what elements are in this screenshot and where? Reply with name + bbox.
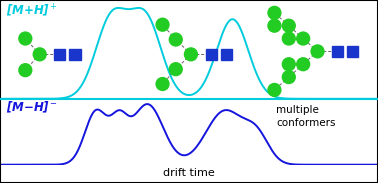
- Ellipse shape: [282, 71, 295, 83]
- Ellipse shape: [282, 32, 295, 45]
- Ellipse shape: [169, 33, 182, 46]
- Ellipse shape: [156, 18, 169, 31]
- Ellipse shape: [297, 32, 310, 45]
- Ellipse shape: [311, 45, 324, 58]
- Ellipse shape: [19, 64, 32, 77]
- Text: drift time: drift time: [163, 168, 215, 178]
- FancyBboxPatch shape: [347, 46, 358, 57]
- Ellipse shape: [268, 83, 281, 96]
- FancyBboxPatch shape: [54, 49, 65, 60]
- Ellipse shape: [282, 58, 295, 71]
- FancyBboxPatch shape: [221, 49, 232, 60]
- Text: [M−H]$^-$: [M−H]$^-$: [6, 100, 58, 115]
- Ellipse shape: [282, 19, 295, 32]
- Text: [M+H]$^+$: [M+H]$^+$: [6, 3, 57, 19]
- Ellipse shape: [268, 6, 281, 19]
- FancyBboxPatch shape: [332, 46, 343, 57]
- Text: multiple
conformers: multiple conformers: [276, 105, 335, 128]
- Ellipse shape: [268, 19, 281, 32]
- Ellipse shape: [33, 48, 46, 61]
- FancyBboxPatch shape: [206, 49, 217, 60]
- Ellipse shape: [19, 32, 32, 45]
- FancyBboxPatch shape: [69, 49, 81, 60]
- Ellipse shape: [297, 58, 310, 71]
- Ellipse shape: [169, 63, 182, 76]
- Ellipse shape: [184, 48, 197, 61]
- Ellipse shape: [156, 78, 169, 90]
